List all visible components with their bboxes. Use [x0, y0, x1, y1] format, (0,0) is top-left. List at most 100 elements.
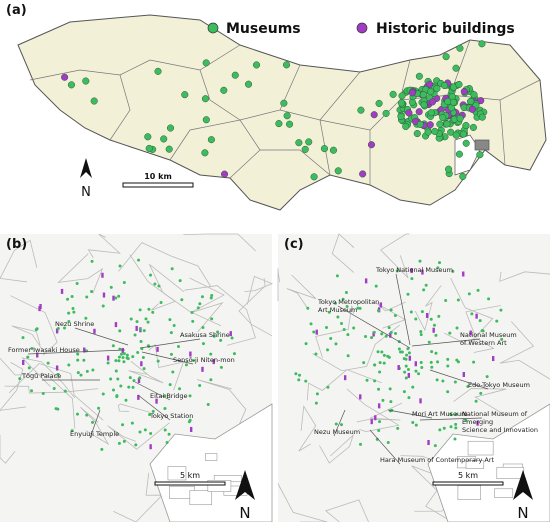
site-point	[436, 266, 440, 270]
site-point	[168, 318, 172, 322]
legend-label: Museums	[226, 21, 301, 37]
site-point	[169, 352, 173, 356]
annotation: Tokyo Station	[149, 412, 193, 420]
site-point	[414, 423, 418, 427]
scale-bar	[154, 481, 226, 486]
site-point	[76, 358, 80, 362]
annotation: Asakusa Shrine	[180, 331, 230, 339]
site-point	[449, 98, 458, 106]
boundary	[312, 324, 400, 372]
site-point	[411, 420, 415, 424]
site-point	[449, 425, 453, 429]
site-point	[455, 80, 463, 89]
scale-label: 10 km	[144, 172, 172, 181]
site-point	[427, 340, 431, 344]
boundary	[118, 403, 151, 413]
site-point	[275, 120, 283, 128]
site-point	[370, 111, 378, 119]
annotation-line: Art Museum	[318, 306, 357, 314]
site-point	[393, 313, 397, 317]
site-point	[156, 346, 159, 352]
boundary	[324, 499, 369, 522]
annotation: National Museum of Western Art	[460, 331, 517, 347]
site-point	[90, 97, 98, 105]
panel-c: Tokyo National Museum Tokyo Metropolitan A…	[277, 233, 550, 522]
site-point	[295, 139, 303, 147]
site-point	[404, 376, 408, 380]
site-point	[495, 319, 499, 323]
annotation-line: Tokyo Metropolitan	[317, 298, 379, 306]
site-point	[310, 173, 318, 181]
leader-line	[333, 409, 346, 437]
annotation: Tokyo Metropolitan Art Museum	[317, 298, 379, 314]
site-point	[405, 353, 409, 357]
site-point	[432, 327, 435, 333]
leader-line	[89, 409, 101, 439]
site-point	[112, 295, 115, 301]
site-point	[138, 430, 142, 434]
annotation-line: Mori Art Museum	[412, 410, 467, 418]
site-point	[333, 301, 337, 305]
north-arrow	[513, 470, 533, 500]
site-point	[315, 329, 318, 335]
boundary	[169, 119, 261, 179]
site-point	[166, 124, 175, 132]
site-point	[398, 92, 406, 100]
site-point	[419, 361, 423, 365]
site-point	[76, 371, 80, 375]
site-point	[27, 366, 31, 370]
site-point	[379, 302, 383, 308]
site-point	[447, 128, 455, 136]
site-point	[397, 99, 406, 107]
site-point	[315, 392, 319, 396]
site-point	[55, 365, 59, 371]
site-point	[446, 364, 450, 368]
site-point	[209, 352, 213, 356]
panel-b: Nezu Shrine Asakusa Shrine Former Iwasaki …	[0, 233, 274, 522]
site-point	[402, 122, 410, 131]
reclaimed-land	[457, 485, 482, 500]
site-point	[146, 320, 150, 324]
boundary	[306, 369, 382, 401]
site-point	[334, 167, 342, 175]
boundary	[238, 278, 273, 337]
site-point	[413, 129, 421, 138]
site-point	[389, 308, 393, 312]
site-point	[207, 136, 215, 144]
site-point	[357, 106, 365, 114]
site-point	[436, 120, 444, 128]
site-point	[359, 442, 363, 446]
site-point	[314, 401, 318, 405]
site-point	[149, 444, 152, 450]
annotation: Sensō-ji Niten-mon	[173, 356, 235, 364]
site-point	[130, 421, 134, 425]
site-point	[201, 95, 210, 103]
site-point	[63, 326, 67, 330]
site-point	[377, 428, 381, 432]
site-point	[403, 370, 407, 374]
site-point	[475, 313, 478, 319]
site-point	[52, 386, 56, 390]
reclaimed-land	[207, 480, 232, 492]
site-point	[397, 112, 405, 120]
reclaimed-land	[454, 134, 481, 176]
site-point	[191, 319, 195, 323]
site-point	[229, 331, 232, 337]
north-arrow	[80, 158, 92, 178]
site-point	[135, 320, 139, 324]
site-point	[178, 387, 182, 391]
site-point	[188, 394, 192, 398]
site-point	[464, 418, 468, 422]
points-a	[61, 40, 488, 181]
leader-line	[387, 409, 433, 419]
site-point	[460, 87, 468, 96]
site-point	[122, 360, 126, 364]
site-point	[462, 139, 470, 147]
site-point	[433, 85, 441, 93]
site-point	[91, 368, 95, 372]
site-point	[160, 135, 168, 143]
site-point	[163, 407, 167, 411]
leader-line	[411, 338, 481, 347]
north-label: N	[517, 504, 528, 522]
